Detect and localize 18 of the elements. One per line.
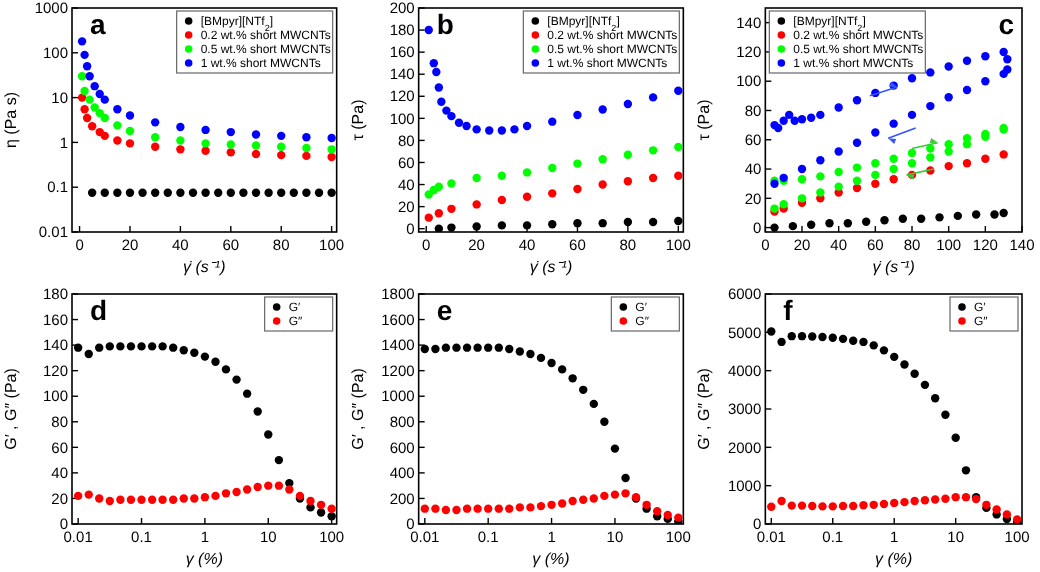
chart-title: f [783, 294, 794, 326]
y-axis-title: τ (Pa) [348, 98, 367, 141]
chart-title: c [998, 8, 1015, 40]
x-axis-title: γ (%) [185, 550, 224, 568]
y-axis-title: G′ , G″ (Pa) [2, 367, 20, 450]
y-axis-title: G′ , G″ (Pa) [348, 367, 367, 450]
chart-title: d [90, 294, 108, 326]
x-axis-title: γ̇ (s⁻¹) [183, 258, 227, 276]
chart-title: a [90, 8, 106, 40]
x-axis-title: γ̇ (s⁻¹) [529, 258, 573, 276]
chart-title: e [436, 294, 453, 326]
y-axis-title: τ (Pa) [695, 98, 714, 141]
y-axis-title: η (Pa s) [2, 91, 20, 149]
x-axis-title: γ̇ (s⁻¹) [872, 258, 916, 276]
chart-title: b [436, 8, 454, 40]
x-axis-title: γ (%) [874, 550, 913, 568]
x-axis-title: γ (%) [532, 550, 571, 568]
y-axis-title: G′ , G″ (Pa) [695, 367, 714, 450]
